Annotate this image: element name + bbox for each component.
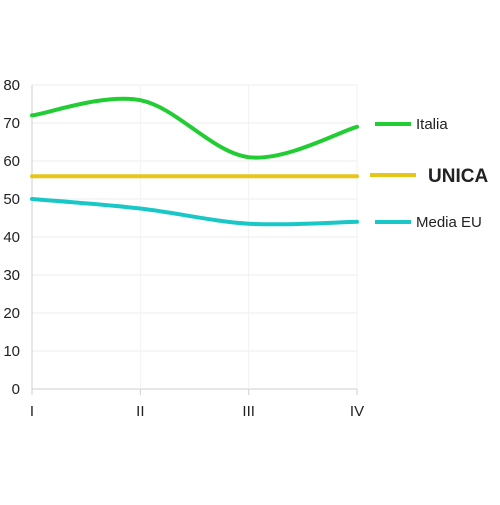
y-tick-label-30: 30 bbox=[3, 267, 20, 284]
x-tick-label-IV: IV bbox=[350, 403, 364, 420]
y-tick-label-70: 70 bbox=[3, 115, 20, 132]
x-tick-label-III: III bbox=[242, 403, 255, 420]
legend-label-media-eu: Media EU bbox=[416, 214, 482, 231]
x-tick-label-I: I bbox=[30, 403, 34, 420]
legend-label-italia: Italia bbox=[416, 116, 448, 133]
y-tick-label-50: 50 bbox=[3, 191, 20, 208]
x-tick-label-II: II bbox=[136, 403, 144, 420]
legend-item-italia: Italia bbox=[377, 116, 448, 133]
y-tick-label-60: 60 bbox=[3, 153, 20, 170]
series-line-italia bbox=[32, 99, 357, 158]
y-tick-label-0: 0 bbox=[12, 381, 20, 398]
series-line-media-eu bbox=[32, 199, 357, 224]
y-tick-label-80: 80 bbox=[3, 77, 20, 94]
y-tick-label-10: 10 bbox=[3, 343, 20, 360]
legend-label-unica: UNICA bbox=[428, 166, 488, 187]
series-lines bbox=[32, 99, 357, 225]
y-tick-label-20: 20 bbox=[3, 305, 20, 322]
y-tick-label-40: 40 bbox=[3, 229, 20, 246]
legend-item-media-eu: Media EU bbox=[377, 214, 482, 231]
series-media-eu bbox=[32, 199, 357, 224]
legend-item-unica: UNICA bbox=[372, 166, 488, 187]
series-italia bbox=[32, 99, 357, 158]
legend: Italia UNICA Media EU bbox=[372, 116, 488, 231]
